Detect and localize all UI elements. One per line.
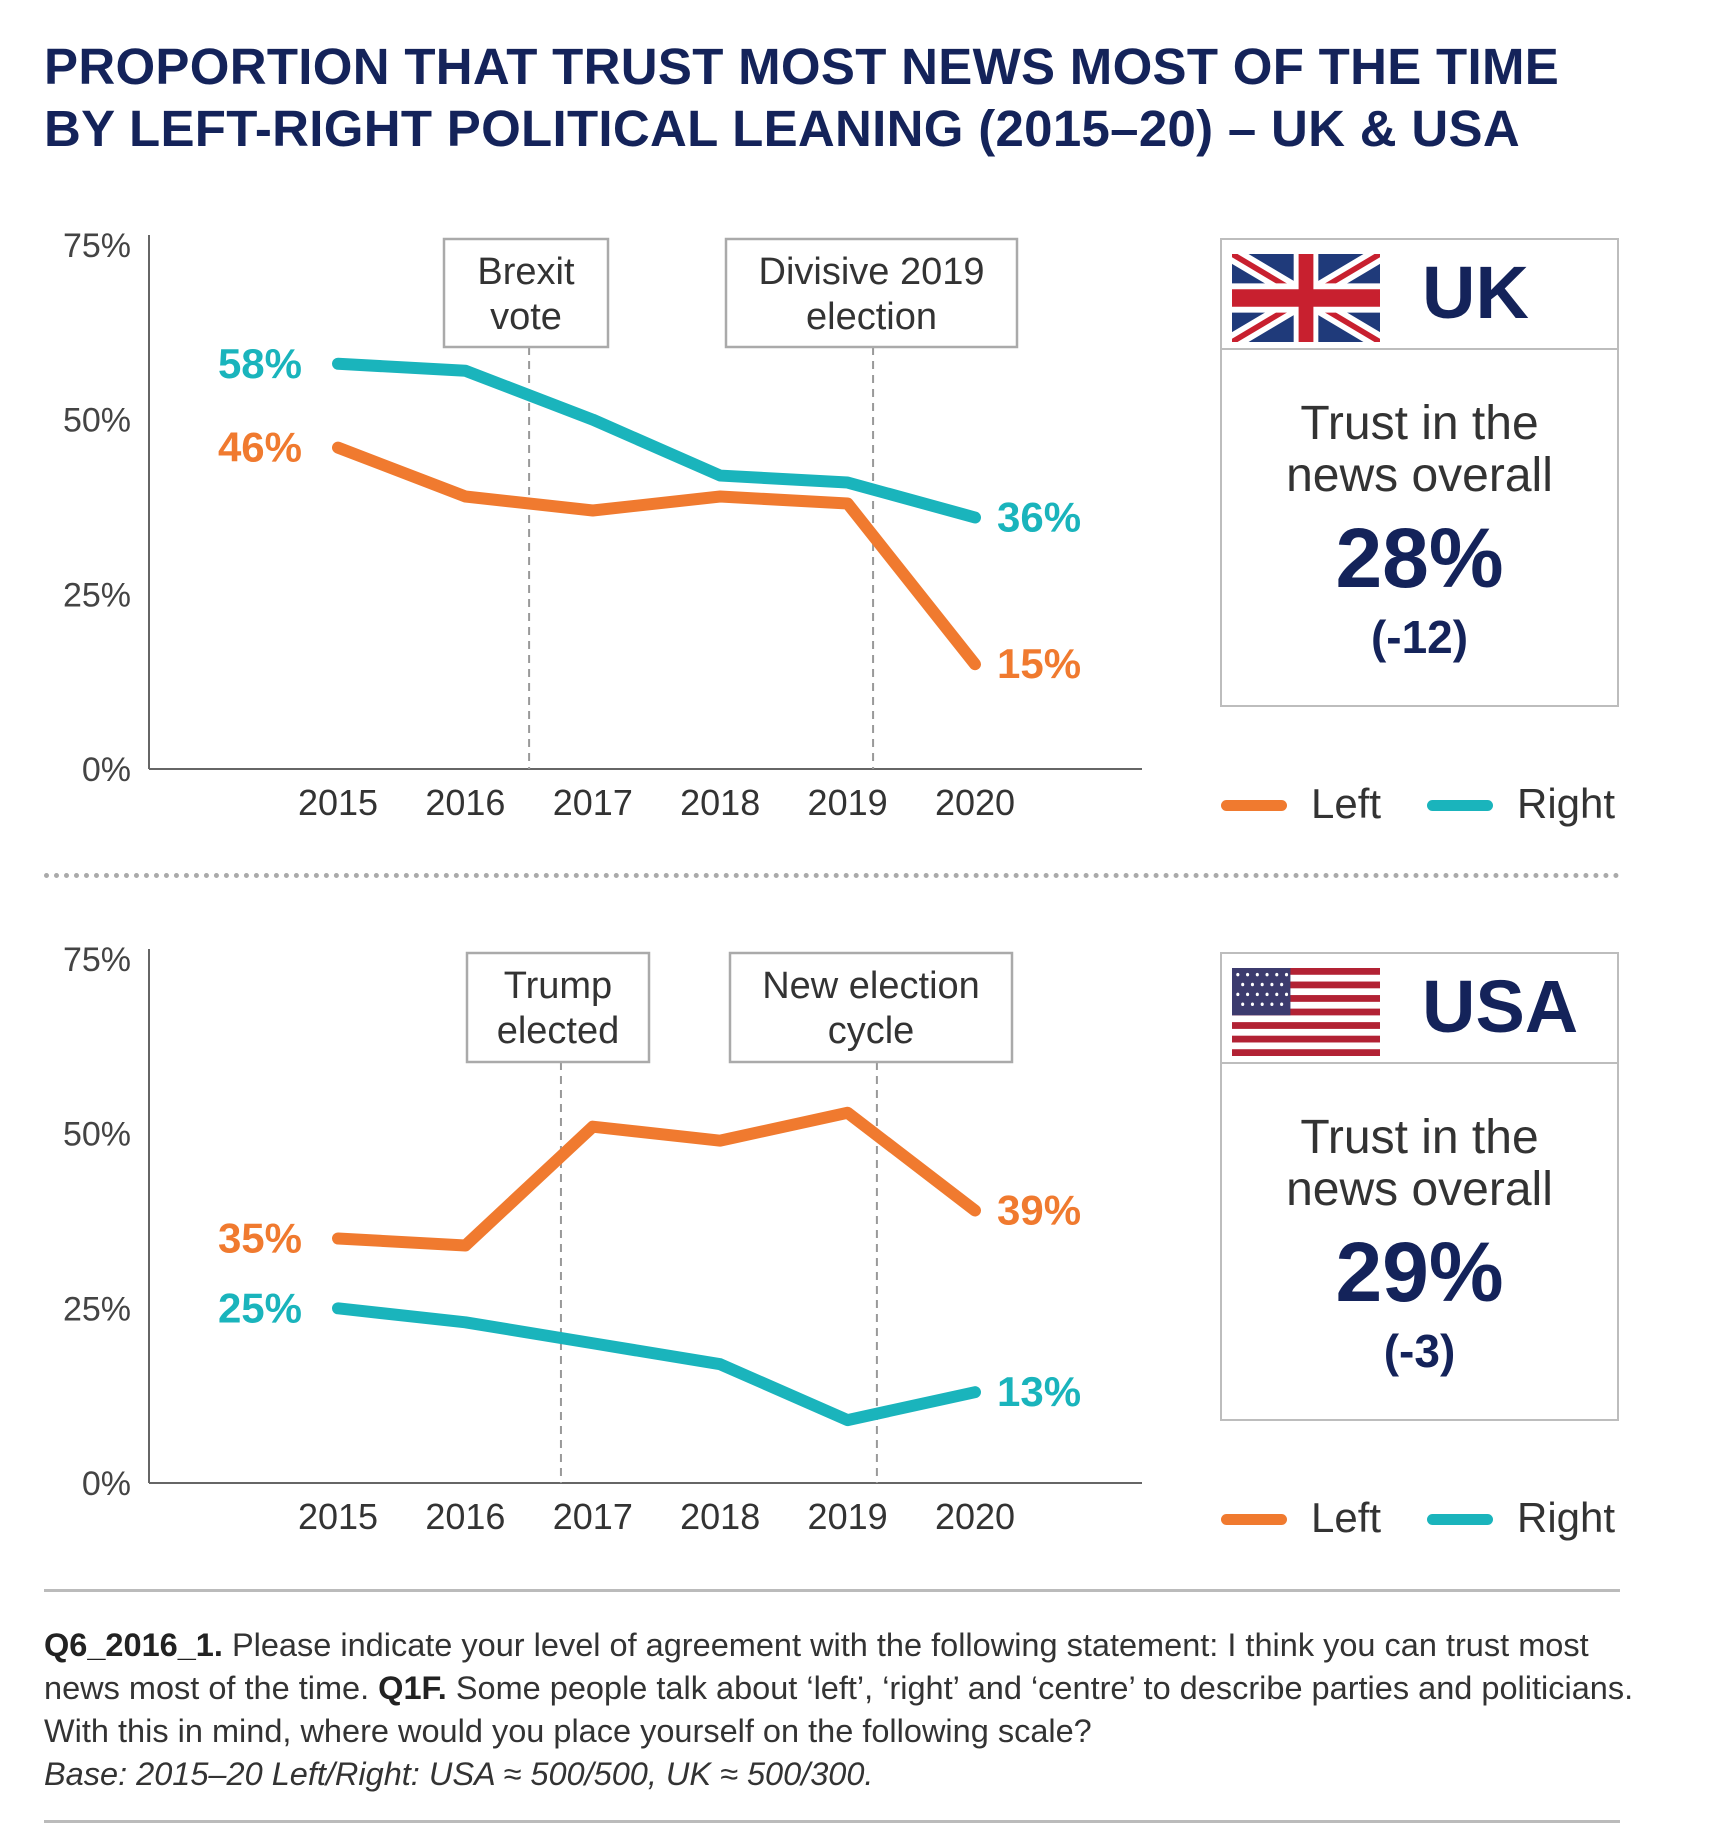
usa-y-tick-label: 0% [82, 1465, 131, 1503]
usa-event-box [728, 951, 1014, 1064]
uk-subtitle-line-2: news overall [1286, 449, 1553, 502]
uk-event-label: Divisive 2019 [759, 251, 985, 293]
usa-trust-value: 29% [1335, 1225, 1504, 1319]
uk-flag-icon [1232, 254, 1380, 342]
usa-event-label: cycle [828, 1010, 915, 1052]
usa-panel-header: USA [1222, 954, 1617, 1064]
usa-trust-subtitle: Trust in the news overall [1222, 1112, 1617, 1216]
usa-subtitle-line-2: news overall [1286, 1163, 1553, 1216]
usa-x-tick-label: 2020 [935, 1496, 1015, 1537]
legend-left-swatch [1221, 800, 1287, 811]
uk-y-tick-label: 50% [63, 402, 131, 440]
title-line-2: BY LEFT-RIGHT POLITICAL LEANING (2015–20… [44, 100, 1520, 157]
footnote-base: Base: 2015–20 Left/Right: USA ≈ 500/500,… [44, 1756, 874, 1792]
uk-country-label: UK [1422, 251, 1529, 334]
uk-left-start-label: 46% [218, 424, 302, 471]
footnote-q2-code: Q1F. [378, 1670, 447, 1706]
uk-y-tick-label: 25% [63, 576, 131, 614]
chart-title: PROPORTION THAT TRUST MOST NEWS MOST OF … [44, 36, 1684, 160]
usa-legend: Left Right [1221, 1492, 1621, 1542]
usa-x-tick-label: 2019 [808, 1496, 888, 1537]
uk-legend: Left Right [1221, 778, 1621, 828]
legend-left-label: Left [1311, 1494, 1382, 1541]
usa-y-tick-label: 50% [63, 1116, 131, 1154]
usa-left-line [332, 1106, 981, 1252]
uk-subtitle-line-1: Trust in the [1300, 397, 1539, 450]
footnote-q1-code: Q6_2016_1. [44, 1627, 223, 1663]
legend-right-label: Right [1517, 780, 1616, 827]
uk-right-end-label: 36% [997, 493, 1081, 540]
usa-x-tick-label: 2017 [553, 1496, 633, 1537]
uk-right-start-label: 58% [218, 340, 302, 387]
uk-summary-panel: UK Trust in the news overall 28% (-12) [1220, 238, 1619, 707]
uk-x-tick-label: 2016 [425, 782, 505, 823]
uk-trust-value: 28% [1335, 511, 1504, 605]
footnote-top-rule [44, 1589, 1620, 1592]
usa-right-start-label: 25% [218, 1284, 302, 1331]
uk-event-box [442, 237, 610, 349]
legend-left-swatch [1221, 1514, 1287, 1525]
usa-trust-change: (-3) [1383, 1325, 1456, 1377]
uk-x-tick-label: 2015 [298, 782, 378, 823]
uk-trust-change: (-12) [1370, 611, 1469, 663]
usa-y-tick-label: 25% [63, 1290, 131, 1328]
usa-event-box [465, 951, 651, 1064]
section-divider [44, 873, 1620, 878]
footnote-q1-text: Please indicate your level of agreement … [44, 1627, 1589, 1706]
usa-subtitle-line-1: Trust in the [1300, 1111, 1539, 1164]
usa-left-start-label: 35% [218, 1214, 302, 1261]
uk-event-label: election [806, 296, 937, 338]
usa-left-end-label: 39% [997, 1187, 1081, 1234]
usa-event-label: Trump [504, 965, 612, 1007]
uk-x-tick-label: 2018 [680, 782, 760, 823]
uk-y-tick-label: 0% [82, 751, 131, 789]
footnote-bottom-rule [44, 1820, 1620, 1823]
usa-x-tick-label: 2018 [680, 1496, 760, 1537]
uk-x-tick-label: 2017 [553, 782, 633, 823]
usa-y-tick-label: 75% [63, 941, 131, 979]
legend-right-swatch [1427, 800, 1493, 811]
legend-right-label: Right [1517, 1494, 1616, 1541]
usa-x-tick-label: 2015 [298, 1496, 378, 1537]
uk-left-line [332, 441, 981, 671]
uk-y-tick-label: 75% [63, 227, 131, 265]
footnote: Q6_2016_1. Please indicate your level of… [44, 1624, 1664, 1796]
usa-event-label: elected [497, 1010, 620, 1052]
legend-left-label: Left [1311, 780, 1382, 827]
uk-trust-subtitle: Trust in the news overall [1222, 398, 1617, 502]
uk-event-label: Brexit [477, 251, 575, 293]
uk-x-tick-label: 2019 [808, 782, 888, 823]
uk-panel-header: UK [1222, 240, 1617, 350]
usa-right-end-label: 13% [997, 1368, 1081, 1415]
usa-right-line [332, 1302, 981, 1427]
uk-x-tick-label: 2020 [935, 782, 1015, 823]
uk-right-line [332, 357, 981, 524]
usa-x-tick-label: 2016 [425, 1496, 505, 1537]
legend-right-swatch [1427, 1514, 1493, 1525]
footnote-q2-text: Some people talk about ‘left’, ‘right’ a… [44, 1670, 1634, 1749]
uk-event-box [724, 237, 1019, 349]
usa-country-label: USA [1422, 965, 1579, 1048]
uk-left-end-label: 15% [997, 640, 1081, 687]
us-flag-icon [1232, 968, 1380, 1056]
uk-event-label: vote [490, 296, 562, 338]
usa-event-label: New election [762, 965, 980, 1007]
usa-summary-panel: USA Trust in the news overall 29% (-3) [1220, 952, 1619, 1421]
title-line-1: PROPORTION THAT TRUST MOST NEWS MOST OF … [44, 38, 1560, 95]
